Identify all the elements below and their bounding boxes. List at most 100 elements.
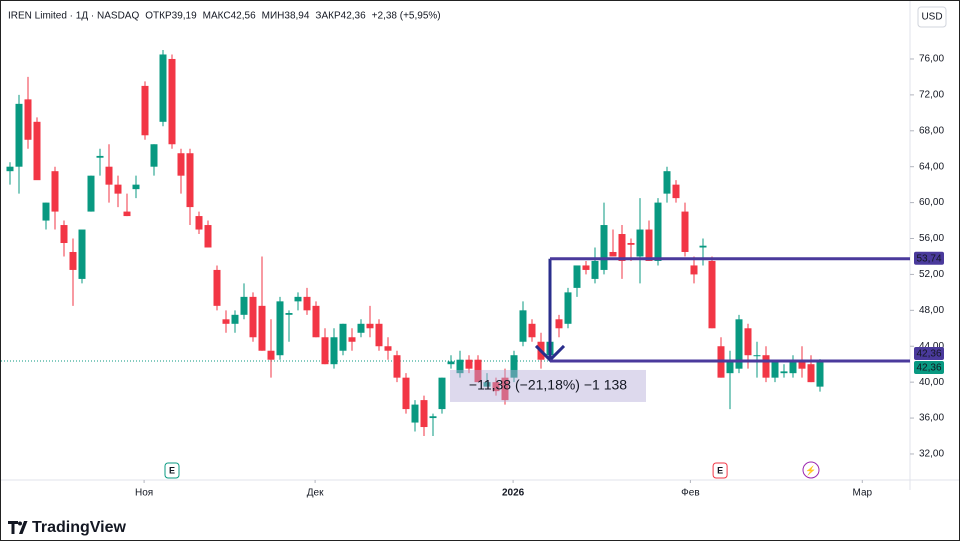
candle-body (708, 260, 716, 329)
candle-body (51, 171, 59, 212)
candle-body (555, 319, 563, 329)
candle-body (285, 313, 293, 315)
candle-body (141, 85, 149, 136)
candle-body (474, 359, 482, 383)
candle-body (654, 202, 662, 261)
brand: TradingView (32, 519, 127, 536)
y-tick-label: 60,00 (919, 197, 944, 208)
last-price-label: 42,36 (916, 363, 941, 374)
last-price-box (914, 360, 944, 374)
header-text: ЗАКР (315, 11, 341, 22)
header-text: 39,19 (172, 11, 197, 22)
candle-body (447, 361, 455, 365)
candle-body (240, 296, 248, 315)
candle-body (753, 355, 761, 357)
y-tick-label: 76,00 (919, 54, 944, 65)
candle-body (87, 175, 95, 212)
currency[interactable]: USD (921, 12, 942, 23)
event-label: E (169, 465, 175, 475)
candle-body (96, 155, 104, 158)
candle-body (195, 216, 203, 230)
y-tick-label: 44,00 (919, 341, 944, 352)
candle-body (204, 225, 212, 248)
candle-body (114, 184, 122, 194)
candle-body (33, 121, 41, 181)
candle-body (501, 377, 509, 401)
candle-body (483, 382, 491, 387)
candle-body (420, 400, 428, 428)
header-text: ОТКР (145, 11, 172, 22)
candle-body (699, 245, 707, 248)
candle-body (384, 346, 392, 351)
header-text: МИН (262, 11, 285, 22)
candle-body (168, 58, 176, 145)
measure-label: −11,38 (−21,18%) −1 138 (469, 377, 627, 393)
header: IREN Limited · 1Д · NASDAQ ОТКР 39,19 МАКС 4… (8, 11, 441, 22)
candle-body (429, 416, 437, 419)
candle-body (375, 323, 383, 347)
candle-body (231, 314, 239, 324)
candle-body (510, 355, 518, 378)
y-tick-label: 64,00 (919, 161, 944, 172)
candle-body (456, 359, 464, 374)
candle-body (672, 184, 680, 199)
candle-body (780, 371, 788, 374)
candle-body (150, 144, 158, 167)
event-label: ⚡ (805, 464, 816, 476)
logo: TradingView (8, 519, 127, 536)
y-tick-label: 40,00 (919, 377, 944, 388)
candle-body (564, 292, 572, 324)
candle-body (213, 269, 221, 306)
candle-body (600, 225, 608, 270)
currency-button[interactable] (917, 6, 947, 28)
candle-body (771, 359, 779, 378)
x-tick-label: Ноя (135, 488, 153, 499)
y-tick-label: 32,00 (919, 449, 944, 460)
candle-body (348, 337, 356, 342)
candle-body (177, 153, 185, 176)
candle-body (573, 265, 581, 288)
candle-body (159, 54, 167, 122)
candle-body (681, 211, 689, 252)
level-label: 53,74 (916, 253, 941, 264)
candle-body (618, 234, 626, 261)
candle-body (258, 305, 266, 351)
candle-body (627, 243, 635, 245)
candle-body (24, 99, 32, 140)
measure-box (450, 369, 646, 402)
candle-body (78, 229, 86, 279)
candle-body (591, 260, 599, 279)
event-icon (802, 461, 820, 479)
header-text: +2,38 (+5,95%) (372, 11, 441, 22)
candle-body (816, 360, 824, 387)
x-tick-label: Мар (853, 488, 873, 499)
event-icon[interactable] (712, 462, 728, 479)
level-label-box (914, 251, 944, 265)
event-icon[interactable] (164, 462, 180, 479)
candle-body (663, 171, 671, 194)
candle-body (339, 323, 347, 351)
candle-body (123, 211, 131, 217)
header-text: 38,94 (284, 11, 309, 22)
candle-body (492, 382, 500, 392)
y-tick-label: 48,00 (919, 305, 944, 316)
candle-body (69, 251, 77, 270)
candle-body (330, 337, 338, 365)
candle-body (6, 166, 14, 172)
candle-body (267, 350, 275, 360)
x-tick-label: Фев (681, 488, 699, 499)
candle-body (609, 251, 617, 257)
header-text: IREN Limited · 1Д · NASDAQ (8, 11, 139, 22)
candle-body (357, 323, 365, 333)
y-tick-label: 68,00 (919, 125, 944, 136)
candle-body (393, 355, 401, 378)
candle-body (735, 319, 743, 369)
candle-body (411, 404, 419, 423)
candle-body (321, 337, 329, 365)
candle-body (249, 296, 257, 338)
candle-body (726, 359, 734, 374)
candle-body (789, 359, 797, 374)
candle-body (690, 265, 698, 275)
